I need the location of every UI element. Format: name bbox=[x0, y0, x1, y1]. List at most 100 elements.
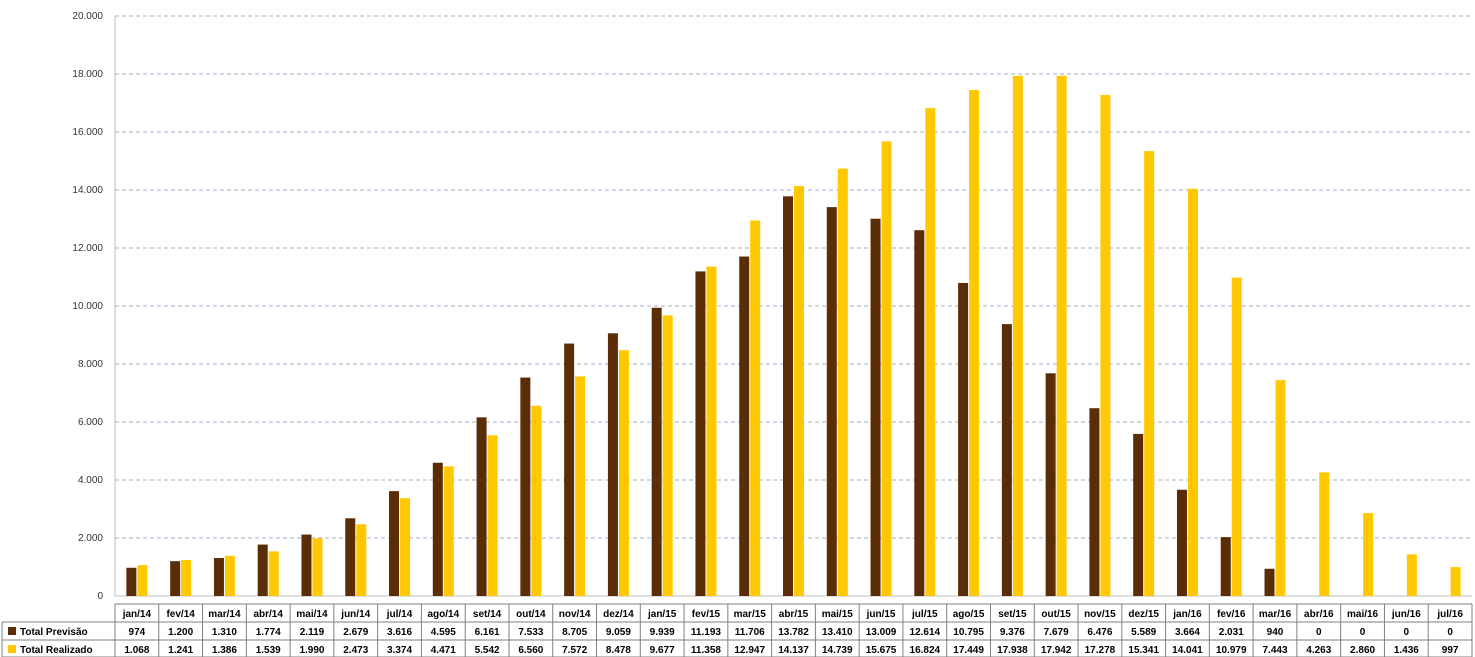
gridlines bbox=[115, 15, 1472, 539]
bar-previsao bbox=[213, 558, 224, 596]
bar-realizado bbox=[1319, 472, 1330, 596]
data-label: 1.200 bbox=[168, 627, 193, 638]
x-tick-label: fev/14 bbox=[166, 609, 195, 620]
x-tick-label: out/14 bbox=[516, 609, 546, 620]
x-tick-label: mar/15 bbox=[734, 609, 767, 620]
bar-previsao bbox=[432, 462, 443, 596]
data-label: 1.436 bbox=[1394, 645, 1419, 656]
data-label: 16.824 bbox=[910, 645, 941, 656]
x-tick-label: jan/16 bbox=[1172, 609, 1202, 620]
data-label: 14.041 bbox=[1172, 645, 1203, 656]
data-label: 17.278 bbox=[1085, 645, 1116, 656]
bar-previsao bbox=[345, 518, 356, 596]
data-label: 7.533 bbox=[518, 627, 543, 638]
data-label: 17.942 bbox=[1041, 645, 1072, 656]
bar-previsao bbox=[389, 491, 400, 596]
data-label: 8.705 bbox=[562, 627, 587, 638]
data-label: 17.449 bbox=[953, 645, 984, 656]
data-label: 3.664 bbox=[1175, 627, 1200, 638]
x-tick-label: abr/16 bbox=[1304, 609, 1334, 620]
y-tick-label: 12.000 bbox=[72, 243, 103, 254]
data-label: 7.679 bbox=[1044, 627, 1069, 638]
y-tick-label: 8.000 bbox=[78, 359, 103, 370]
data-label: 1.990 bbox=[299, 645, 324, 656]
y-tick-label: 10.000 bbox=[72, 301, 103, 312]
bar-realizado bbox=[181, 560, 192, 596]
y-tick-label: 14.000 bbox=[72, 185, 103, 196]
x-tick-label: nov/15 bbox=[1084, 609, 1116, 620]
bar-realizado bbox=[837, 168, 848, 596]
x-tick-label: mar/14 bbox=[208, 609, 241, 620]
bar-realizado bbox=[1187, 188, 1198, 596]
bar-previsao bbox=[1264, 568, 1275, 596]
data-label: 0 bbox=[1447, 627, 1453, 638]
bar-previsao bbox=[564, 343, 575, 596]
data-label: 10.795 bbox=[953, 627, 984, 638]
data-table: jan/14 fev/14 mar/14 abr/14 mai/14 jun/14 jul/… bbox=[1, 603, 1473, 657]
bar-realizado bbox=[268, 551, 279, 596]
data-label: 2.473 bbox=[343, 645, 368, 656]
bar-realizado bbox=[1144, 151, 1155, 596]
data-label: 6.476 bbox=[1087, 627, 1112, 638]
data-label: 1.241 bbox=[168, 645, 193, 656]
x-tick-label: jan/15 bbox=[647, 609, 677, 620]
data-label: 1.310 bbox=[212, 627, 237, 638]
bar-realizado bbox=[969, 89, 980, 596]
legend-label: Total Previsão bbox=[20, 627, 88, 638]
data-label: 13.009 bbox=[866, 627, 897, 638]
data-label: 4.471 bbox=[431, 645, 456, 656]
bar-realizado bbox=[1275, 380, 1286, 596]
bars bbox=[126, 75, 1461, 597]
bar-previsao bbox=[301, 534, 312, 596]
x-tick-label: jun/14 bbox=[340, 609, 370, 620]
bar-previsao bbox=[651, 307, 662, 596]
data-label: 1.386 bbox=[212, 645, 237, 656]
data-label: 13.782 bbox=[778, 627, 809, 638]
data-label: 6.161 bbox=[475, 627, 500, 638]
bar-previsao bbox=[739, 256, 750, 596]
legend-swatch bbox=[8, 645, 16, 653]
bar-realizado bbox=[750, 220, 761, 597]
bar-realizado bbox=[224, 555, 235, 596]
legend-label: Total Realizado bbox=[20, 645, 93, 656]
x-tick-label: dez/15 bbox=[1128, 609, 1159, 620]
data-label: 12.614 bbox=[910, 627, 941, 638]
bar-previsao bbox=[1176, 489, 1187, 596]
data-label: 2.860 bbox=[1350, 645, 1375, 656]
bar-realizado bbox=[487, 435, 498, 596]
bar-realizado bbox=[618, 350, 629, 596]
bar-previsao bbox=[958, 282, 969, 596]
data-label: 4.263 bbox=[1306, 645, 1331, 656]
y-tick-label: 6.000 bbox=[78, 417, 103, 428]
bar-realizado bbox=[1406, 554, 1417, 596]
x-tick-label: jul/15 bbox=[911, 609, 938, 620]
y-tick-label: 2.000 bbox=[78, 533, 103, 544]
bar-previsao bbox=[783, 196, 793, 596]
x-tick-label: out/15 bbox=[1041, 609, 1071, 620]
data-label: 940 bbox=[1267, 627, 1284, 638]
bar-realizado bbox=[443, 466, 454, 596]
data-label: 0 bbox=[1360, 627, 1366, 638]
data-label: 2.679 bbox=[343, 627, 368, 638]
bar-previsao bbox=[826, 207, 837, 597]
bar-previsao bbox=[1220, 537, 1231, 596]
x-tick-label: fev/15 bbox=[692, 609, 721, 620]
bar-realizado bbox=[312, 538, 323, 596]
data-label: 9.376 bbox=[1000, 627, 1025, 638]
data-label: 0 bbox=[1404, 627, 1410, 638]
data-label: 12.947 bbox=[734, 645, 765, 656]
data-label: 11.193 bbox=[691, 627, 721, 638]
bar-previsao bbox=[476, 417, 487, 596]
bar-realizado bbox=[1363, 513, 1374, 596]
data-label: 13.410 bbox=[822, 627, 853, 638]
bar-previsao bbox=[1001, 324, 1012, 596]
bar-realizado bbox=[1100, 94, 1111, 597]
x-tick-label: mai/14 bbox=[296, 609, 328, 620]
data-label: 5.542 bbox=[475, 645, 500, 656]
y-tick-label: 4.000 bbox=[78, 475, 103, 486]
bar-realizado bbox=[356, 524, 367, 596]
data-label: 7.572 bbox=[562, 645, 587, 656]
x-tick-label: jul/14 bbox=[386, 609, 413, 620]
data-label: 11.358 bbox=[691, 645, 721, 656]
